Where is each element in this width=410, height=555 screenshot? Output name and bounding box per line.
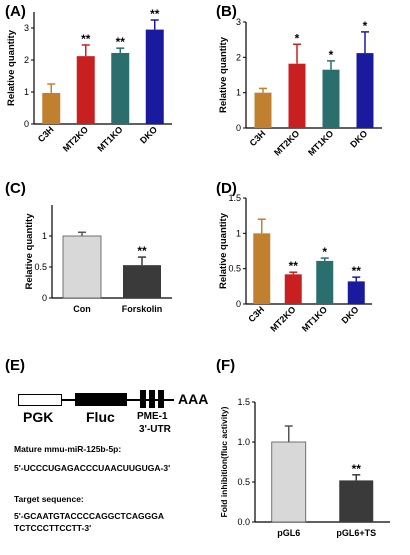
panel-a-y-tick-label: 3 [24,23,29,33]
utr-label: 3'-UTR [139,424,171,435]
mature-sequence: 5'-UCCCUGAGACCCUAACUUGUGA-3' [14,463,171,473]
panel-d-y-tick-label: 1.5 [228,193,241,203]
panel-b-x-tick-label: DKO [348,128,369,149]
panel-label-e: (E) [5,357,25,374]
panel-c-y-tick-label: 0.5 [34,262,47,272]
panel-b-bar-mt1ko [322,69,340,128]
polya-label: AAA [178,391,209,407]
panel-a-significance: ** [150,7,160,21]
panel-c-y-axis-label: Relative quantity [24,213,35,290]
panel-b-y-tick-label: 2 [236,52,241,62]
panel-d-bar-dko [347,281,365,304]
panel-b-significance: * [295,31,300,45]
panel-d-bar-mt2ko [284,274,302,304]
panel-a-y-tick-label: 2 [24,55,29,65]
panel-f-y-axis-label: Fold inhibition(fluc activity) [219,406,229,517]
panel-f-significance: ** [352,462,362,476]
mature-title: Mature mmu-miR-125b-5p: [14,444,122,454]
target-sequence-line-1: 5'-GCAATGTACCCCAGGCTCAGGGA [14,511,164,521]
panel-a-y-tick-label: 0 [24,119,29,129]
panel-label-f: (F) [216,357,236,374]
panel-a-x-tick-label: MT2KO [61,124,90,153]
panel-d-y-tick-label: 0.5 [228,264,241,274]
panel-a-bar-c3h [42,92,61,124]
panel-label-d: (D) [216,180,237,197]
panel-a-y-axis-label: Relative quantity [6,29,17,106]
panel-a-x-tick-label: DKO [138,124,159,145]
panel-d-x-tick-label: MT1KO [300,304,329,333]
panel-f-y-tick-label: 0.0 [237,517,250,527]
utr-block-1 [140,390,146,408]
target-title: Target sequence: [14,494,84,504]
panel-a-x-tick-label: MT1KO [95,124,124,153]
panel-f-y-tick-label: 1.0 [237,437,250,447]
utr-block-3 [158,390,164,408]
panel-d-x-tick-label: DKO [339,304,360,325]
panel-b-y-axis-label: Relative quantity [218,36,229,113]
panel-f-x-tick-label: pGL6+TS [336,528,376,538]
panel-a-bar-dko [145,29,164,125]
panel-c-significance: ** [137,244,147,258]
utr-block-2 [149,390,155,408]
panel-d-bar-mt1ko [316,260,334,304]
panel-b-bar-dko [356,53,374,128]
panel-label-c: (C) [5,180,26,197]
fluc-label: Fluc [86,409,115,425]
panel-label-b: (B) [216,3,237,20]
panel-b-x-tick-label: MT2KO [272,128,301,157]
panel-b-y-tick-label: 1 [236,88,241,98]
panel-d-y-tick-label: 0 [236,299,241,309]
panel-b-bar-mt2ko [288,63,306,129]
panel-d-significance: * [322,245,327,259]
panel-a-significance: ** [116,35,126,49]
panel-d-significance: ** [289,259,299,273]
panel-c-x-tick-label: Forskolin [122,304,163,314]
panel-b-x-tick-label: MT1KO [306,128,335,157]
fluc-box [75,393,127,406]
panel-f-y-tick-label: 0.5 [237,477,250,487]
panel-d-bar-c3h [253,233,271,304]
panel-c-bar-con [62,235,102,299]
panel-c-x-tick-label: Con [73,304,91,314]
panel-c-y-tick-label: 1 [42,231,47,241]
panel-b-x-tick-label: C3H [248,128,268,148]
panel-b-y-tick-label: 0 [236,123,241,133]
panel-a-significance: ** [81,32,91,46]
panel-f-y-tick-label: 1.5 [237,397,250,407]
target-sequence-line-2: TCTCCCTTCCTT-3' [14,523,92,533]
panel-c-y-tick-label: 0 [42,293,47,303]
panel-f-bar-pgl6-ts [339,480,374,522]
panel-a-bar-mt2ko [76,56,95,124]
panel-b-significance: * [363,19,368,33]
panel-d-significance: ** [352,264,362,278]
panel-a-x-tick-label: C3H [36,124,56,144]
pgk-box [18,394,62,406]
panel-a-bar-mt1ko [111,52,130,124]
panel-b-significance: * [329,48,334,62]
pgk-label: PGK [23,409,54,425]
panel-c-bar-forskolin [123,265,161,298]
panel-label-a: (A) [5,3,26,20]
panel-d-x-tick-label: C3H [246,304,266,324]
panel-d-y-tick-label: 1 [236,228,241,238]
panel-b-y-tick-label: 3 [236,17,241,27]
panel-f-x-tick-label: pGL6 [277,528,300,538]
panel-d-x-tick-label: MT2KO [268,304,297,333]
panel-f-bar-pgl6 [271,441,307,523]
panel-b-bar-c3h [254,92,272,128]
panel-d-y-axis-label: Relative quantity [218,212,229,289]
pme1-label: PME-1 [137,411,168,422]
panel-a-y-tick-label: 1 [24,87,29,97]
